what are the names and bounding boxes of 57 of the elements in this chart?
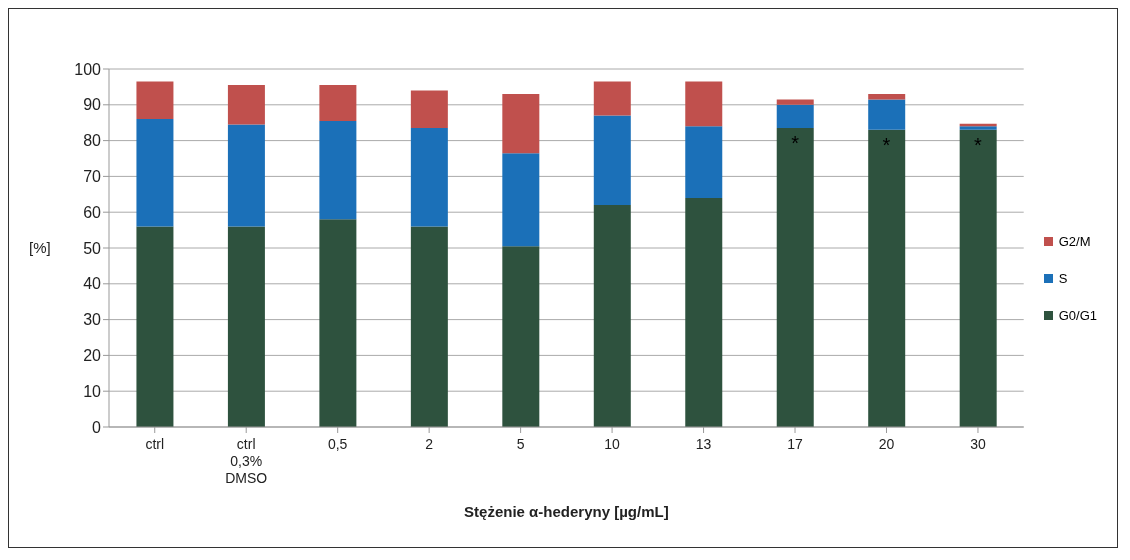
legend-label: G0/G1 xyxy=(1058,307,1097,323)
bar xyxy=(959,129,997,427)
x-tick-label: 13 xyxy=(695,436,712,452)
annotation: * xyxy=(974,134,983,157)
x-tick-label: 2 xyxy=(425,436,434,452)
bar xyxy=(593,205,631,427)
bar xyxy=(776,104,814,129)
x-tick-label: ctrl 0,3% DMSO xyxy=(225,436,268,486)
y-tick-label: 50 xyxy=(83,239,102,257)
x-tick-label: 17 xyxy=(787,436,804,452)
y-tick-label: 40 xyxy=(83,275,102,293)
x-tick-label: 10 xyxy=(604,436,621,452)
x-axis-title: Stężenie α-hederyny [µg/mL] xyxy=(464,503,669,520)
bar xyxy=(685,197,723,427)
bar xyxy=(227,124,265,227)
bar xyxy=(593,81,631,116)
bar xyxy=(502,153,540,247)
bar xyxy=(776,128,814,427)
bar xyxy=(868,94,906,100)
bar xyxy=(136,226,174,427)
y-tick-label: 0 xyxy=(92,418,102,436)
bar xyxy=(868,99,906,130)
bar xyxy=(868,129,906,427)
y-tick-label: 100 xyxy=(74,60,102,78)
annotation: * xyxy=(882,134,891,157)
x-tick-label: 30 xyxy=(970,436,986,452)
bar xyxy=(136,119,174,227)
bar xyxy=(685,126,723,198)
bar xyxy=(227,226,265,427)
bar xyxy=(319,85,357,121)
y-tick-label: 20 xyxy=(83,347,102,365)
bar xyxy=(685,81,723,127)
bar xyxy=(319,120,357,220)
y-axis-title: [%] xyxy=(29,239,51,257)
legend-label: G2/M xyxy=(1058,233,1091,249)
y-tick-label: 60 xyxy=(83,203,102,221)
bar xyxy=(502,246,540,427)
bar xyxy=(136,81,174,120)
x-tick-label: 5 xyxy=(516,436,525,452)
y-tick-label: 90 xyxy=(83,96,102,114)
x-tick-label: 0,5 xyxy=(327,436,348,452)
x-tick-label: ctrl xyxy=(145,436,165,452)
bar xyxy=(410,90,448,129)
bar xyxy=(410,128,448,227)
y-tick-label: 70 xyxy=(83,168,102,186)
y-tick-label: 10 xyxy=(83,382,102,400)
x-tick-label: 20 xyxy=(878,436,895,452)
bar xyxy=(502,94,540,154)
bar xyxy=(410,226,448,427)
legend-label: S xyxy=(1058,270,1068,286)
bar xyxy=(776,99,814,105)
bar xyxy=(227,85,265,125)
bar xyxy=(319,219,357,427)
bar xyxy=(593,115,631,206)
y-tick-label: 80 xyxy=(83,132,102,150)
y-tick-label: 30 xyxy=(83,311,102,329)
annotation: * xyxy=(791,132,800,155)
